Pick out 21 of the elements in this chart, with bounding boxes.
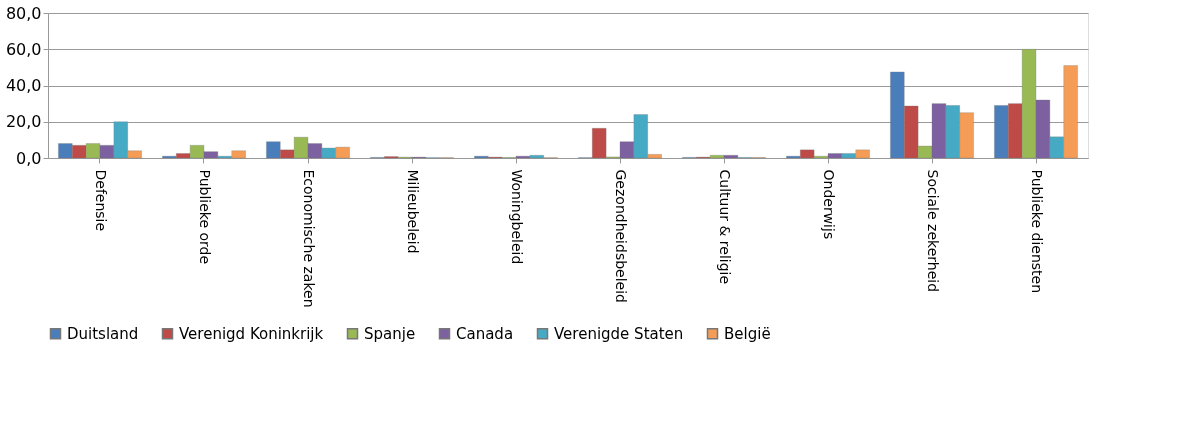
x-tick-label: Defensie bbox=[93, 169, 109, 232]
legend-label: België bbox=[724, 324, 771, 343]
y-tick-label: 60,0 bbox=[5, 39, 42, 59]
x-tick-label: Publieke diensten bbox=[1029, 169, 1045, 294]
y-tick-label: 0,0 bbox=[16, 148, 42, 168]
legend-label: Canada bbox=[456, 324, 514, 343]
legend-label: Duitsland bbox=[67, 324, 139, 343]
x-tick-label: Gezondheidsbeleid bbox=[613, 169, 629, 303]
x-tick-label: Onderwijs bbox=[821, 169, 837, 240]
legend-label: Verenigde Staten bbox=[554, 324, 684, 343]
y-tick-label: 80,0 bbox=[5, 3, 42, 23]
x-tick-label: Milieubeleid bbox=[405, 169, 421, 254]
x-tick-label: Sociale zekerheid bbox=[925, 169, 941, 293]
y-tick-label: 40,0 bbox=[5, 76, 42, 95]
x-tick-label: Economische zaken bbox=[301, 169, 317, 308]
legend-label: Spanje bbox=[364, 324, 416, 343]
x-tick-label: Woningbeleid bbox=[509, 169, 525, 265]
legend-label: Verenigd Koninkrijk bbox=[179, 324, 324, 343]
x-tick-label: Publieke orde bbox=[197, 169, 213, 265]
y-tick-label: 20,0 bbox=[5, 112, 42, 132]
x-tick-label: Cultuur & religie bbox=[717, 169, 733, 285]
